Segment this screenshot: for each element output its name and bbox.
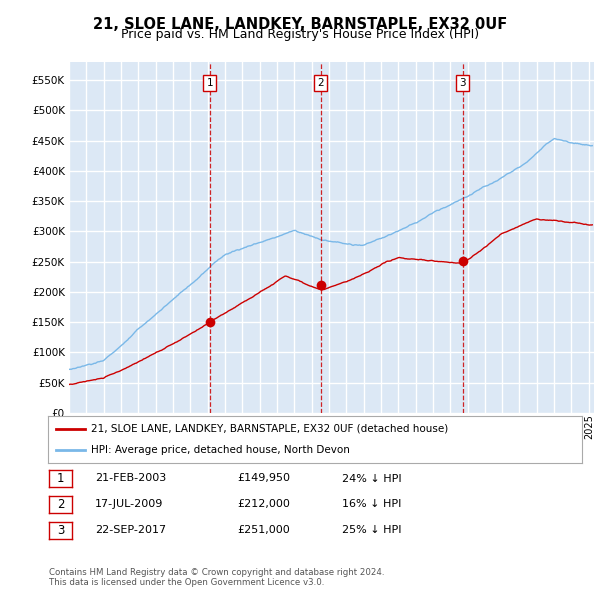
Text: 2: 2	[317, 78, 324, 88]
Text: 2: 2	[57, 498, 64, 511]
Text: 24% ↓ HPI: 24% ↓ HPI	[342, 474, 401, 483]
Text: 21, SLOE LANE, LANDKEY, BARNSTAPLE, EX32 0UF: 21, SLOE LANE, LANDKEY, BARNSTAPLE, EX32…	[93, 17, 507, 31]
Text: £149,950: £149,950	[237, 474, 290, 483]
Text: Price paid vs. HM Land Registry's House Price Index (HPI): Price paid vs. HM Land Registry's House …	[121, 28, 479, 41]
Text: 21, SLOE LANE, LANDKEY, BARNSTAPLE, EX32 0UF (detached house): 21, SLOE LANE, LANDKEY, BARNSTAPLE, EX32…	[91, 424, 448, 434]
Text: 1: 1	[57, 472, 64, 485]
Text: 17-JUL-2009: 17-JUL-2009	[95, 500, 163, 509]
Text: 1: 1	[206, 78, 213, 88]
Text: HPI: Average price, detached house, North Devon: HPI: Average price, detached house, Nort…	[91, 445, 350, 455]
Text: £212,000: £212,000	[237, 500, 290, 509]
Text: 3: 3	[57, 524, 64, 537]
Text: 16% ↓ HPI: 16% ↓ HPI	[342, 500, 401, 509]
Text: £251,000: £251,000	[237, 526, 290, 535]
Text: 3: 3	[460, 78, 466, 88]
Text: 21-FEB-2003: 21-FEB-2003	[95, 474, 166, 483]
Text: 22-SEP-2017: 22-SEP-2017	[95, 526, 166, 535]
Text: Contains HM Land Registry data © Crown copyright and database right 2024.
This d: Contains HM Land Registry data © Crown c…	[49, 568, 385, 587]
Text: 25% ↓ HPI: 25% ↓ HPI	[342, 526, 401, 535]
